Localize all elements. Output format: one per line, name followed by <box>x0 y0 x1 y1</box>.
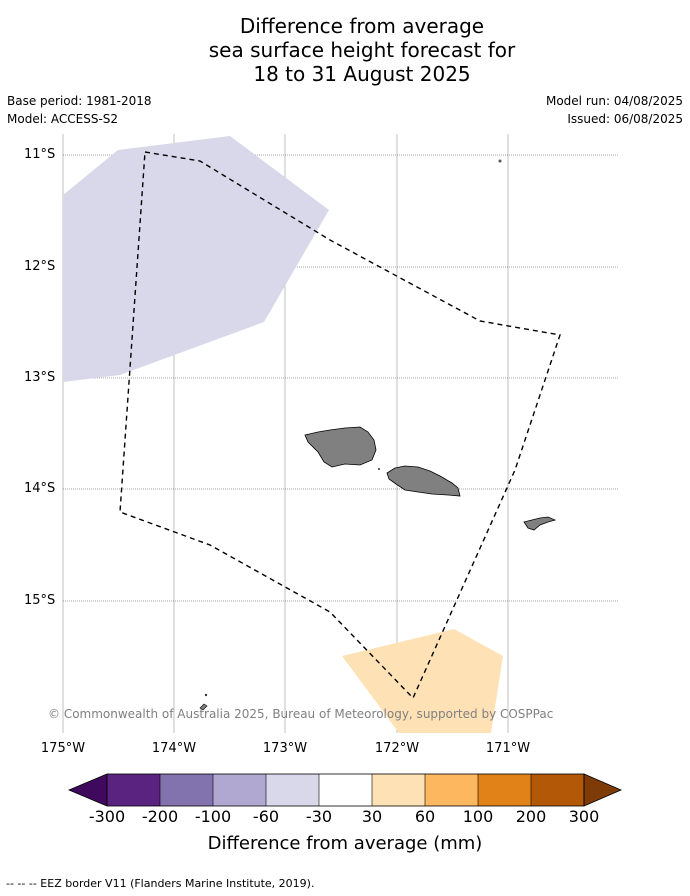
base-period: Base period: 1981-2018 <box>7 94 152 108</box>
colorbar-swatch-7 <box>425 774 478 806</box>
colorbar-label: 60 <box>414 807 436 826</box>
lat-tick-13s: 13°S <box>24 370 56 385</box>
colorbar-swatch-5 <box>319 774 372 806</box>
islet-dot-north <box>498 159 502 163</box>
title-line-1: Difference from average <box>239 14 485 38</box>
islet-dot <box>204 693 208 697</box>
lat-tick-11s: 11°S <box>24 147 56 162</box>
colorbar-label: 200 <box>515 807 547 826</box>
map-title: Difference from average sea surface heig… <box>0 14 690 86</box>
island-savaii <box>304 426 377 468</box>
colorbar-label: -200 <box>141 807 179 826</box>
lon-tick-171w: 171°W <box>485 741 531 756</box>
colorbar-swatch-3 <box>213 774 266 806</box>
island-upolu <box>386 465 461 497</box>
eez-legend: -- -- -- EEZ border V11 (Flanders Marine… <box>6 877 315 890</box>
colorbar-frame <box>106 773 585 807</box>
lon-tick-173w: 173°W <box>262 741 308 756</box>
lat-tick-12s: 12°S <box>24 259 56 274</box>
lon-tick-174w: 174°W <box>151 741 197 756</box>
colorbar <box>67 773 623 807</box>
colorbar-swatch-9 <box>531 774 584 806</box>
title-line-3: 18 to 31 August 2025 <box>253 62 471 86</box>
islet-small <box>199 703 208 711</box>
colorbar-label: 30 <box>361 807 383 826</box>
lat-tick-14s: 14°S <box>24 481 56 496</box>
issued-date: Issued: 06/08/2025 <box>567 112 683 126</box>
islet-dot-mid <box>378 468 380 470</box>
title-line-2: sea surface height forecast for <box>208 38 516 62</box>
colorbar-label: 300 <box>568 807 600 826</box>
island-tutuila <box>523 516 557 531</box>
lat-tick-15s: 15°S <box>24 593 56 608</box>
colorbar-swatch-6 <box>372 774 425 806</box>
copyright-notice: © Commonwealth of Australia 2025, Bureau… <box>48 707 554 721</box>
lon-tick-172w: 172°W <box>374 741 420 756</box>
colorbar-swatch-4 <box>266 774 319 806</box>
colorbar-label: -60 <box>252 807 280 826</box>
model-name: Model: ACCESS-S2 <box>7 112 119 126</box>
colorbar-label: -300 <box>88 807 126 826</box>
colorbar-label: -30 <box>305 807 333 826</box>
colorbar-extend-low <box>67 773 108 807</box>
colorbar-title: Difference from average (mm) <box>207 833 483 854</box>
negative-anomaly-region <box>63 136 329 382</box>
colorbar-extend-high <box>583 773 623 807</box>
colorbar-label: -100 <box>194 807 232 826</box>
lon-tick-175w: 175°W <box>40 741 86 756</box>
colorbar-swatch-1 <box>107 774 160 806</box>
eez-border <box>119 151 561 700</box>
model-run: Model run: 04/08/2025 <box>545 94 683 108</box>
colorbar-label: 100 <box>462 807 494 826</box>
colorbar-swatch-2 <box>160 774 213 806</box>
positive-anomaly-region <box>342 629 503 733</box>
colorbar-swatch-8 <box>478 774 531 806</box>
